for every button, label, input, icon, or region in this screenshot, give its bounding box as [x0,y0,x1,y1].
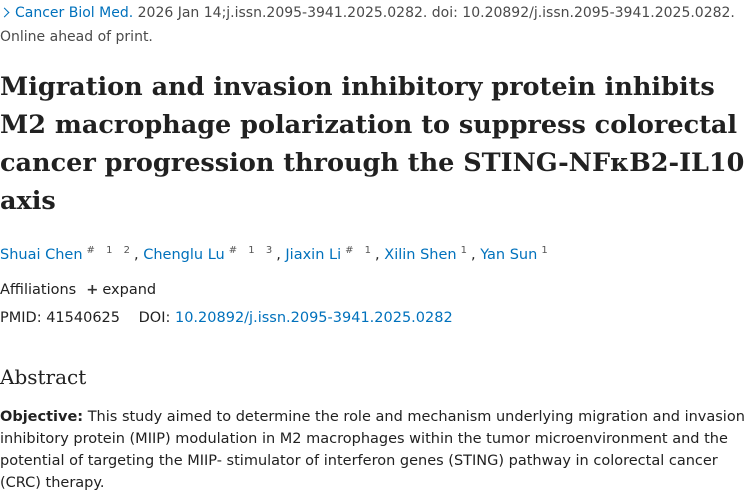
identifiers-row: PMID: 41540625 DOI: 10.20892/j.issn.2095… [0,307,453,329]
author-affiliation-marks[interactable]: 1 [460,245,471,256]
affiliations-row: Affiliations + expand [0,279,156,301]
author-affiliation-marks[interactable]: 1 [541,245,552,256]
author-link[interactable]: Xilin Shen [384,247,457,263]
author-link[interactable]: Jiaxin Li [285,247,342,263]
objective-text: This study aimed to determine the role a… [0,409,745,491]
citation-date-doi: 2026 Jan 14;j.issn.2095-3941.2025.0282. … [137,5,735,21]
pmid-label: PMID: [0,310,42,326]
affiliations-label: Affiliations [0,282,77,298]
pmid-value: 41540625 [46,310,121,326]
author-link[interactable]: Shuai Chen [0,247,83,263]
author-link[interactable]: Yan Sun [480,247,538,263]
journal-link[interactable]: Cancer Biol Med. [15,5,134,21]
publication-status: Online ahead of print. [0,29,153,45]
author-affiliation-marks[interactable]: # 1 3 [228,245,277,256]
author-link[interactable]: Chenglu Lu [143,247,225,263]
abstract-objective: Objective: This study aimed to determine… [0,406,750,494]
article-title: Migration and invasion inhibitory protei… [0,72,745,216]
expand-affiliations-button[interactable]: expand [102,282,157,298]
chevron-right-icon[interactable] [0,7,10,18]
objective-label: Objective: [0,409,84,425]
plus-icon[interactable]: + [86,282,99,298]
doi-link[interactable]: 10.20892/j.issn.2095-3941.2025.0282 [174,310,453,326]
citation-line: Cancer Biol Med. 2026 Jan 14;j.issn.2095… [0,3,750,23]
author-affiliation-marks[interactable]: # 1 2 [86,245,135,256]
abstract-heading: Abstract [0,365,87,389]
author-affiliation-marks[interactable]: # 1 [345,245,376,256]
author-list: Shuai Chen # 1 2, Chenglu Lu # 1 3, Jiaxin… [0,245,552,263]
doi-label: DOI: [138,310,171,326]
